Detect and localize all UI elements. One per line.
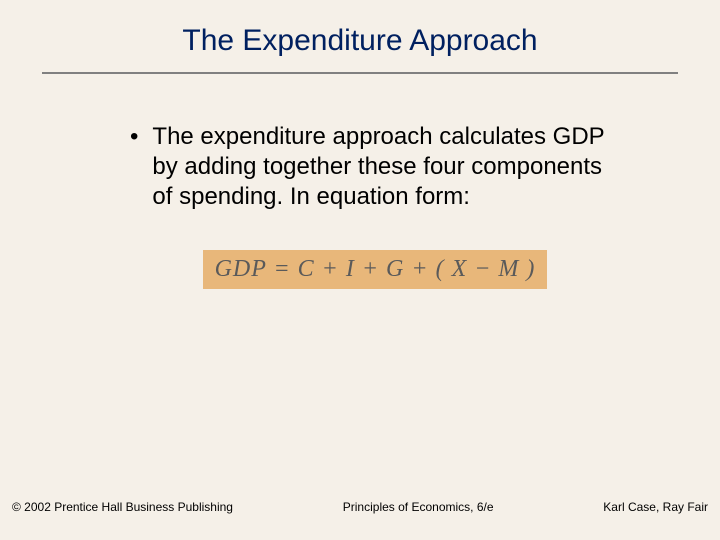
bullet-text: The expenditure approach calculates GDP … xyxy=(152,122,620,212)
bullet-item: • The expenditure approach calculates GD… xyxy=(130,122,620,212)
content-area: • The expenditure approach calculates GD… xyxy=(130,122,620,289)
slide-title: The Expenditure Approach xyxy=(30,24,690,58)
slide: The Expenditure Approach • The expenditu… xyxy=(0,0,720,540)
bullet-marker: • xyxy=(130,122,138,152)
equation-box: GDP = C + I + G + ( X − M ) xyxy=(203,250,548,289)
footer: © 2002 Prentice Hall Business Publishing… xyxy=(0,500,720,514)
title-divider xyxy=(42,72,678,74)
footer-copyright: © 2002 Prentice Hall Business Publishing xyxy=(12,500,233,514)
footer-book-title: Principles of Economics, 6/e xyxy=(233,500,603,514)
footer-authors: Karl Case, Ray Fair xyxy=(603,500,708,514)
equation-container: GDP = C + I + G + ( X − M ) xyxy=(130,250,620,289)
